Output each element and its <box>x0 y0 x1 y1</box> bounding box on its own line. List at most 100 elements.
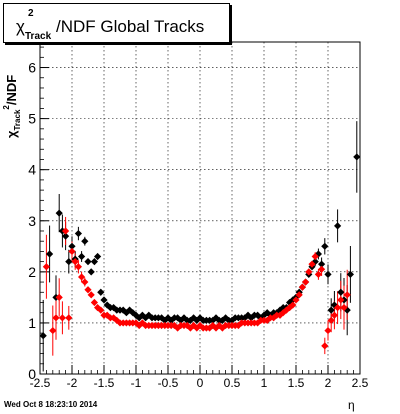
data-point-red <box>90 298 98 307</box>
data-points <box>39 153 361 350</box>
data-point-black <box>87 268 95 276</box>
data-point-black <box>314 250 322 258</box>
data-point-red <box>311 252 319 261</box>
data-point-black <box>167 316 175 324</box>
y-tick-label: 3 <box>28 213 36 229</box>
data-point-red <box>49 326 57 335</box>
x-tick-label: 0 <box>197 376 204 390</box>
data-point-black <box>228 316 236 324</box>
data-point-black <box>65 258 73 266</box>
data-point-red <box>343 291 351 299</box>
data-point-black <box>177 316 185 324</box>
data-point-black <box>122 309 130 317</box>
date-stamp: Wed Oct 8 18:23:10 2014 <box>4 400 98 409</box>
chart-title: χ 2 Track /NDF Global Tracks <box>3 3 230 43</box>
data-point-black <box>353 153 361 161</box>
data-point-red <box>334 304 342 312</box>
data-point-red <box>65 314 73 322</box>
data-point-red <box>330 311 338 319</box>
x-axis-label: η <box>348 398 355 412</box>
title-subscript: Track <box>25 31 52 42</box>
data-point-red <box>74 263 82 271</box>
data-point-black <box>209 316 217 324</box>
data-point-red <box>71 258 79 266</box>
data-point-black <box>330 301 338 309</box>
y-tick-label: 2 <box>28 264 36 280</box>
data-point-red <box>292 296 300 304</box>
x-tick-label: 0.5 <box>224 376 241 390</box>
data-point-black <box>78 252 86 261</box>
x-tick-label: -1 <box>131 376 142 390</box>
ylabel-text: /NDF <box>4 74 19 106</box>
data-point-black <box>110 304 118 312</box>
y-tick-label: 4 <box>28 162 36 178</box>
data-point-red <box>132 319 140 327</box>
data-point-black <box>126 306 134 314</box>
data-point-black <box>119 306 127 314</box>
data-point-red <box>52 314 60 322</box>
data-point-black <box>218 316 226 324</box>
data-point-black <box>62 232 70 240</box>
x-tick-label: -1.5 <box>94 376 115 390</box>
data-point-red <box>298 283 306 291</box>
data-point-red <box>78 273 86 281</box>
x-tick-label: -2 <box>67 376 78 390</box>
title-superscript: 2 <box>28 8 34 19</box>
data-point-red <box>340 304 348 312</box>
data-point-black <box>142 314 150 322</box>
data-point-black <box>346 270 354 278</box>
x-tick-label: 2 <box>325 376 332 390</box>
data-point-red <box>62 227 70 235</box>
title-chi: χ <box>16 17 25 36</box>
data-point-red <box>58 314 66 322</box>
data-point-red <box>113 316 121 324</box>
data-point-red <box>94 304 102 312</box>
data-point-red <box>270 314 278 322</box>
y-tick-label: 5 <box>28 111 36 127</box>
data-point-red <box>97 306 105 314</box>
data-point-red <box>68 247 76 256</box>
data-point-black <box>103 301 111 309</box>
data-point-black <box>135 314 143 322</box>
data-point-black <box>186 316 194 324</box>
data-point-black <box>343 306 351 314</box>
data-point-black <box>39 332 47 340</box>
data-point-black <box>94 252 102 261</box>
y-tick-label: 1 <box>28 315 36 331</box>
data-point-black <box>100 296 108 304</box>
data-point-red <box>254 319 262 327</box>
y-axis-label: χTrack2/NDF <box>2 48 22 138</box>
data-point-black <box>337 288 345 296</box>
data-point-red <box>327 316 335 324</box>
title-text: /NDF Global Tracks <box>56 17 205 36</box>
data-point-red <box>289 301 297 309</box>
data-point-red <box>295 291 303 299</box>
ylabel-superscript: 2 <box>2 105 11 110</box>
data-point-black <box>241 314 249 322</box>
data-point-red <box>282 306 290 314</box>
data-point-black <box>318 260 326 268</box>
data-point-black <box>55 209 63 217</box>
data-point-black <box>193 316 201 324</box>
ylabel-subscript: Track <box>13 109 22 131</box>
data-point-black <box>247 314 255 322</box>
data-point-black <box>84 258 92 266</box>
axes: -2.5 -2 -1.5 -1 -0.5 0 0.5 1 1.5 2 2.5 0 1 2 3 4 5 6 <box>28 46 369 390</box>
data-point-red <box>321 342 329 350</box>
data-point-black <box>74 229 82 238</box>
x-tick-label: 2.5 <box>352 376 369 390</box>
data-point-black <box>161 316 169 324</box>
data-point-black <box>68 242 76 250</box>
data-point-red <box>302 278 310 286</box>
data-point-black <box>327 306 335 314</box>
x-tick-label: 1 <box>261 376 268 390</box>
data-point-black <box>311 258 319 266</box>
data-point-black <box>324 270 332 278</box>
y-tick-label: 6 <box>28 60 36 76</box>
data-point-red <box>286 304 294 312</box>
data-point-red <box>305 268 313 276</box>
ylabel-chi: χ <box>4 130 19 138</box>
data-point-red <box>138 319 146 327</box>
data-point-red <box>324 326 332 335</box>
